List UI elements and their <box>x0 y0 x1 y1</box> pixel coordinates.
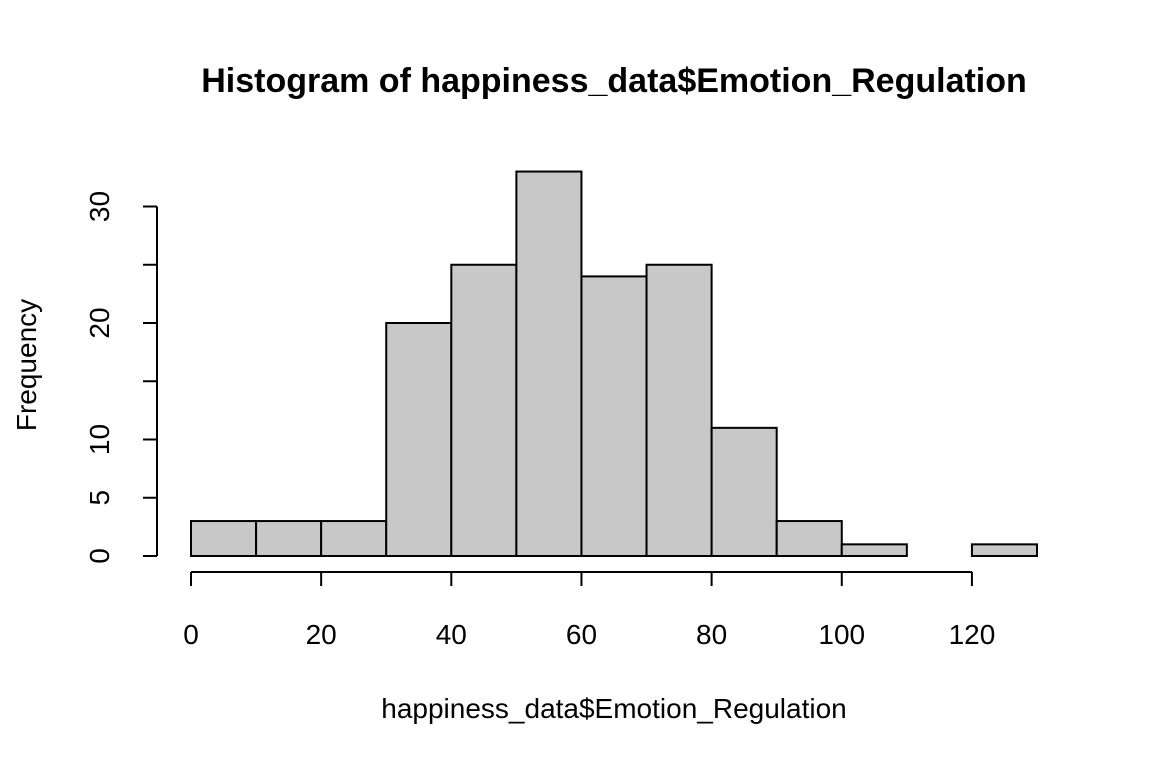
x-tick-label: 40 <box>436 619 467 650</box>
y-axis: 0 5 10 20 30 <box>84 191 158 564</box>
histogram-bar <box>255 520 323 557</box>
chart-title: Histogram of happiness_data$Emotion_Regu… <box>201 62 1027 100</box>
x-tick-label: 120 <box>949 619 996 650</box>
x-tick-label: 60 <box>566 619 597 650</box>
histogram-bar <box>515 170 583 558</box>
x-tick-label: 80 <box>696 619 727 650</box>
histogram-bar <box>645 263 713 557</box>
y-tick-label: 10 <box>84 424 115 455</box>
y-axis-label: Frequency <box>11 299 42 431</box>
y-tick-label: 0 <box>84 548 115 564</box>
x-tick-label: 100 <box>818 619 865 650</box>
bars-group <box>190 170 1039 558</box>
histogram-bar <box>320 520 388 557</box>
histogram-bar <box>385 322 453 557</box>
x-tick-label: 20 <box>306 619 337 650</box>
y-tick-label: 20 <box>84 307 115 338</box>
histogram-bar <box>190 520 258 557</box>
y-tick-label: 5 <box>84 490 115 506</box>
histogram-bar <box>710 426 778 557</box>
histogram-bar <box>580 275 648 557</box>
histogram-bar <box>450 263 518 557</box>
histogram-bar <box>840 543 908 557</box>
x-tick-label: 0 <box>183 619 199 650</box>
x-axis-label: happiness_data$Emotion_Regulation <box>381 693 846 724</box>
histogram-bar <box>970 543 1039 557</box>
y-tick-label: 30 <box>84 191 115 222</box>
histogram-bar <box>775 520 843 557</box>
x-axis: 0 20 40 60 80 100 120 <box>183 571 996 650</box>
